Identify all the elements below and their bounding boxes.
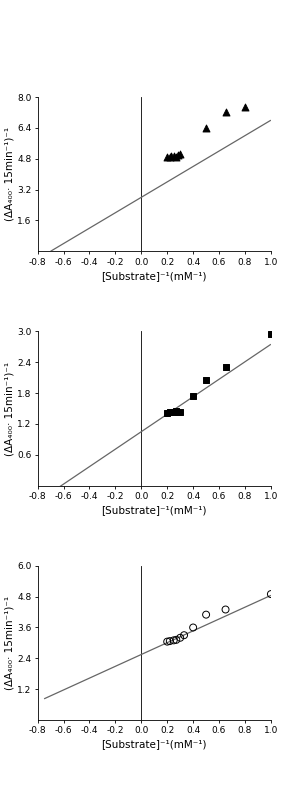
Point — [204, 608, 209, 621]
Point — [174, 404, 179, 417]
Point — [243, 100, 247, 113]
Point — [171, 405, 176, 418]
Y-axis label: (ΔA₄₀₀· 15min⁻¹)⁻¹: (ΔA₄₀₀· 15min⁻¹)⁻¹ — [4, 596, 14, 690]
Point — [268, 328, 273, 341]
Point — [178, 147, 183, 160]
Point — [191, 621, 196, 634]
Point — [268, 587, 273, 600]
Y-axis label: (ΔA₄₀₀· 15min⁻¹)⁻¹: (ΔA₄₀₀· 15min⁻¹)⁻¹ — [4, 127, 14, 221]
Point — [165, 635, 170, 648]
Point — [223, 106, 228, 119]
Point — [178, 631, 183, 644]
Point — [171, 150, 176, 163]
Point — [178, 405, 183, 418]
X-axis label: [Substrate]⁻¹(mM⁻¹): [Substrate]⁻¹(mM⁻¹) — [101, 271, 207, 281]
Point — [165, 150, 170, 163]
Point — [165, 406, 170, 419]
X-axis label: [Substrate]⁻¹(mM⁻¹): [Substrate]⁻¹(mM⁻¹) — [101, 505, 207, 515]
Point — [204, 121, 209, 134]
Point — [174, 150, 179, 163]
Point — [169, 150, 173, 163]
Point — [171, 634, 176, 647]
Point — [223, 603, 228, 616]
Point — [223, 361, 228, 374]
Point — [167, 634, 172, 647]
Y-axis label: (ΔA₄₀₀· 15min⁻¹)⁻¹: (ΔA₄₀₀· 15min⁻¹)⁻¹ — [4, 362, 14, 455]
Point — [167, 405, 172, 418]
Point — [191, 389, 196, 402]
Point — [167, 150, 172, 163]
Point — [174, 633, 179, 646]
Point — [175, 148, 180, 161]
Point — [175, 405, 180, 418]
Point — [182, 629, 187, 642]
X-axis label: [Substrate]⁻¹(mM⁻¹): [Substrate]⁻¹(mM⁻¹) — [101, 739, 207, 749]
Point — [204, 374, 209, 387]
